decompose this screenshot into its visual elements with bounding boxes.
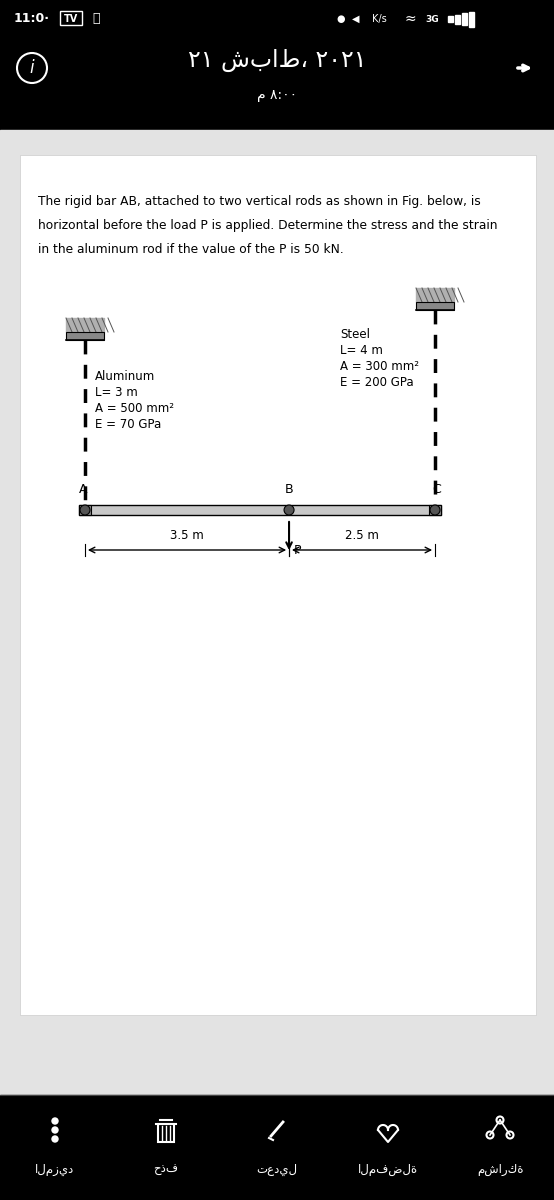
Text: المفضلة: المفضلة [358, 1163, 418, 1176]
Text: مشاركة: مشاركة [477, 1163, 523, 1176]
Bar [469, 12, 474, 26]
Text: A = 500 mm²: A = 500 mm² [95, 402, 174, 415]
Circle shape [52, 1136, 58, 1142]
Bar [0, 0, 554, 38]
Text: i: i [30, 59, 34, 77]
Bar [66, 318, 104, 332]
Text: horizontal before the load P is applied. Determine the stress and the strain: horizontal before the load P is applied.… [38, 218, 497, 232]
Bar [79, 505, 441, 515]
Circle shape [52, 1127, 58, 1133]
Text: L= 4 m: L= 4 m [340, 344, 383, 358]
Circle shape [80, 505, 90, 515]
Circle shape [52, 1118, 58, 1124]
Text: E = 70 GPa: E = 70 GPa [95, 418, 161, 431]
Text: B: B [285, 482, 294, 496]
Bar [66, 332, 104, 340]
Bar [455, 14, 460, 24]
Text: Aluminum: Aluminum [95, 370, 155, 383]
Bar [79, 505, 91, 515]
Text: TV: TV [64, 14, 78, 24]
Text: A: A [79, 482, 87, 496]
Text: Steel: Steel [340, 328, 370, 341]
Bar [448, 16, 453, 22]
Circle shape [430, 505, 440, 515]
Circle shape [284, 505, 294, 515]
Text: 3G: 3G [425, 14, 439, 24]
Bar [60, 11, 82, 25]
Text: K/s: K/s [372, 14, 387, 24]
Text: C: C [433, 482, 442, 496]
Text: ۲۱ شباط، ۲۰۲۱: ۲۱ شباط، ۲۰۲۱ [188, 48, 366, 72]
Bar [20, 155, 536, 1015]
Text: E = 200 GPa: E = 200 GPa [340, 376, 414, 389]
Bar [429, 505, 441, 515]
Text: ⏰: ⏰ [92, 12, 100, 25]
Bar [158, 1124, 174, 1142]
Text: in the aluminum rod if the value of the P is 50 kN.: in the aluminum rod if the value of the … [38, 242, 343, 256]
Bar [0, 130, 554, 1098]
Text: ◀: ◀ [352, 14, 360, 24]
Text: تعديل: تعديل [257, 1163, 297, 1176]
Text: 2.5 m: 2.5 m [345, 529, 379, 542]
Text: حذف: حذف [153, 1163, 178, 1176]
Bar [462, 13, 467, 25]
Bar [416, 288, 454, 302]
Bar [0, 1094, 554, 1200]
Text: The rigid bar AB, attached to two vertical rods as shown in Fig. below, is: The rigid bar AB, attached to two vertic… [38, 194, 481, 208]
Text: L= 3 m: L= 3 m [95, 386, 138, 398]
Text: ≈: ≈ [405, 12, 417, 26]
Text: 3.5 m: 3.5 m [170, 529, 204, 542]
Text: A = 300 mm²: A = 300 mm² [340, 360, 419, 373]
Bar [0, 38, 554, 130]
Text: المزيد: المزيد [35, 1163, 75, 1176]
Bar [416, 302, 454, 310]
Text: ●: ● [336, 14, 345, 24]
Text: م ۸:۰۰: م ۸:۰۰ [257, 88, 297, 102]
Text: P: P [294, 545, 301, 558]
Text: 11:0·: 11:0· [14, 12, 50, 25]
